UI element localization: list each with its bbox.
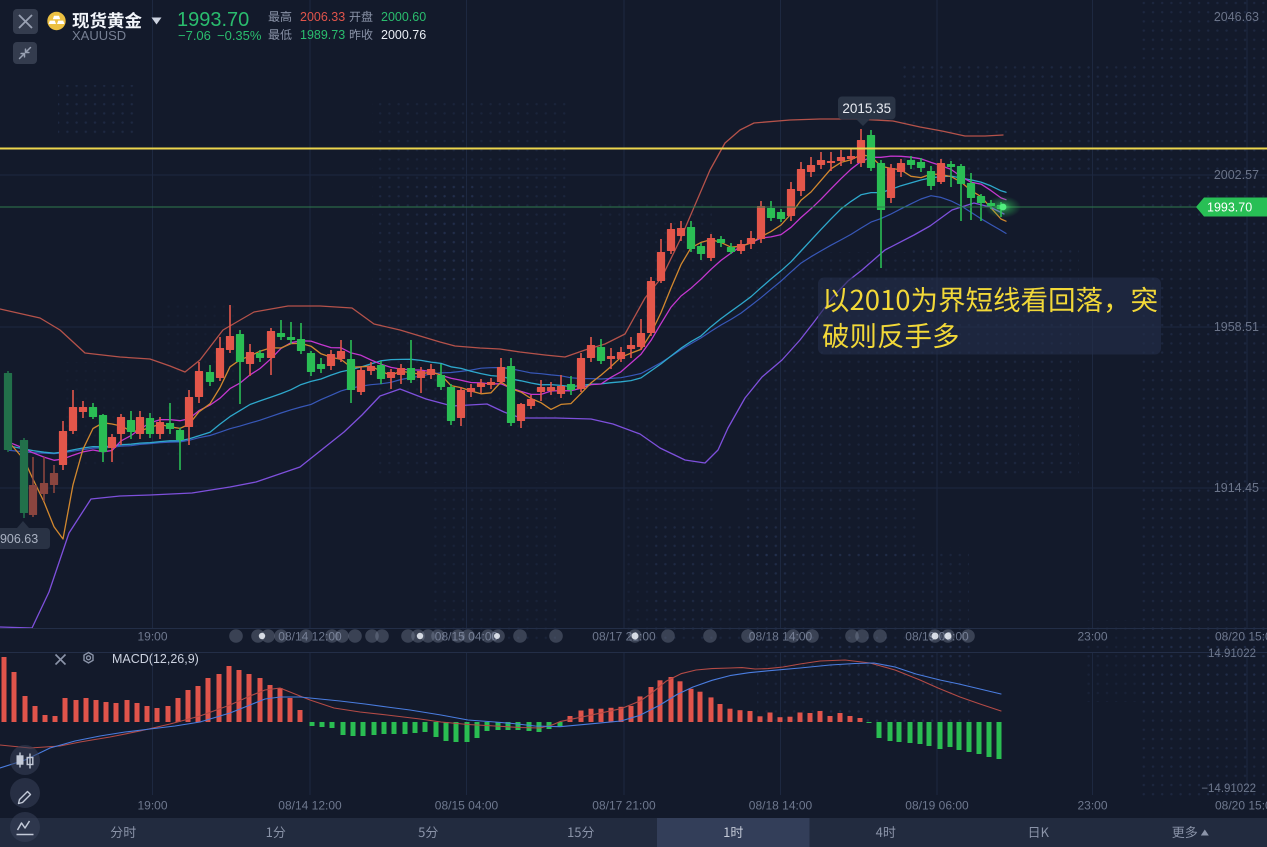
svg-text:2000.76: 2000.76 [381, 28, 426, 42]
svg-text:1958.51: 1958.51 [1214, 320, 1259, 334]
svg-text:2015.35: 2015.35 [842, 101, 891, 116]
svg-text:08/15 04:00: 08/15 04:00 [435, 799, 499, 813]
svg-text:1914.45: 1914.45 [1214, 481, 1259, 495]
svg-text:2002.57: 2002.57 [1214, 168, 1259, 182]
svg-text:−0.35%: −0.35% [217, 28, 262, 43]
svg-text:1993.70: 1993.70 [1207, 201, 1252, 215]
svg-text:08/14 12:00: 08/14 12:00 [278, 630, 342, 644]
svg-text:2006.33: 2006.33 [300, 10, 345, 24]
svg-text:2046.63: 2046.63 [1214, 10, 1259, 24]
svg-text:08/18 14:00: 08/18 14:00 [749, 799, 813, 813]
svg-text:08/20 15:00: 08/20 15:00 [1215, 630, 1267, 644]
svg-text:−14.91022: −14.91022 [1201, 783, 1256, 795]
svg-text:08/15 04:00: 08/15 04:00 [435, 630, 499, 644]
svg-text:1989.73: 1989.73 [300, 28, 345, 42]
svg-text:08/14 12:00: 08/14 12:00 [278, 799, 342, 813]
svg-text:−7.06: −7.06 [178, 28, 211, 43]
svg-text:08/17 21:00: 08/17 21:00 [592, 630, 656, 644]
svg-text:XAUUSD: XAUUSD [72, 28, 126, 43]
svg-text:08/20 15:00: 08/20 15:00 [1215, 799, 1267, 813]
svg-text:MACD(12,26,9): MACD(12,26,9) [112, 652, 199, 666]
svg-text:23:00: 23:00 [1077, 630, 1107, 644]
svg-text:08/17 21:00: 08/17 21:00 [592, 799, 656, 813]
svg-text:1993.70: 1993.70 [177, 9, 249, 31]
svg-text:08/18 14:00: 08/18 14:00 [749, 630, 813, 644]
svg-text:08/19 06:00: 08/19 06:00 [905, 799, 969, 813]
svg-text:23:00: 23:00 [1077, 799, 1107, 813]
svg-text:2000.60: 2000.60 [381, 10, 426, 24]
svg-text:14.91022: 14.91022 [1208, 648, 1256, 660]
svg-text:19:00: 19:00 [137, 799, 167, 813]
svg-text:19:00: 19:00 [137, 630, 167, 644]
